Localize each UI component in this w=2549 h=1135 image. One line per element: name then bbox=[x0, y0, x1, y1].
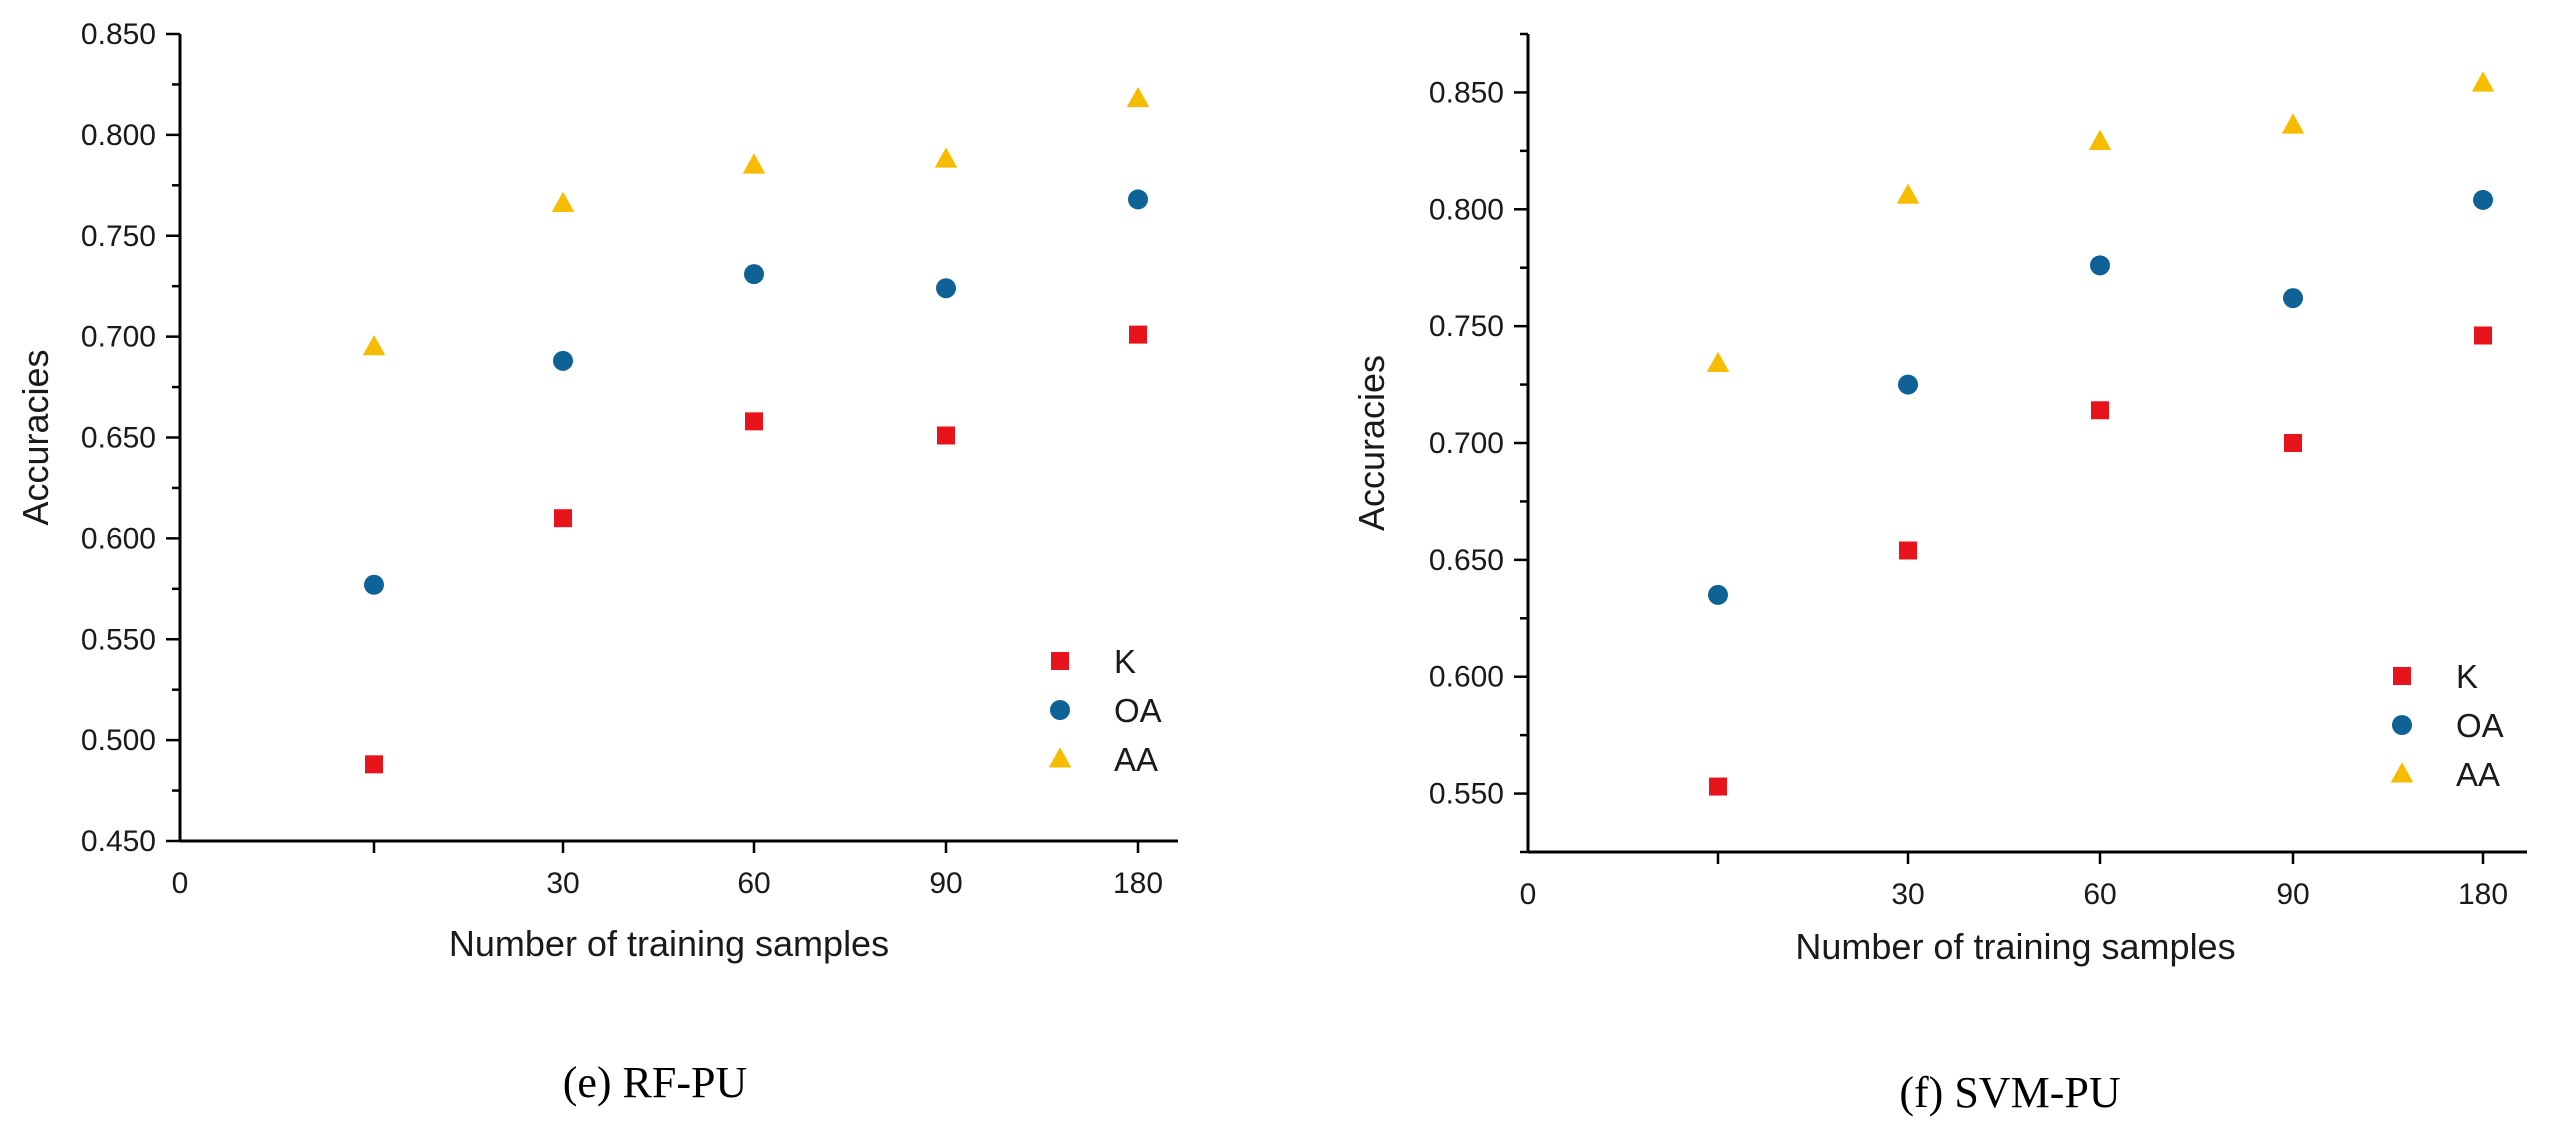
chart-rf-pu: 0.450 0.500 0.550 0.600 0.650 0.700 0.750 0.800… bbox=[15, 18, 1178, 1107]
y-tick-label: 0.800 bbox=[1429, 193, 1504, 226]
legend-marker-aa bbox=[2390, 762, 2414, 783]
legend-marker-oa bbox=[1050, 700, 1070, 720]
x-tick-label: 0 bbox=[1520, 878, 1537, 911]
x-axis-title: Number of training samples bbox=[449, 923, 889, 964]
x-tick-label: 90 bbox=[2276, 878, 2309, 911]
x-tick-label: 0 bbox=[172, 867, 189, 900]
y-tick-label: 0.550 bbox=[1429, 778, 1504, 811]
legend-marker-k bbox=[1051, 652, 1069, 670]
point-k bbox=[745, 412, 763, 431]
legend-label-oa: OA bbox=[2456, 707, 2504, 744]
point-k bbox=[1709, 777, 1727, 796]
x-tick-label: 180 bbox=[1113, 867, 1163, 900]
point-aa bbox=[1126, 86, 1150, 108]
point-oa bbox=[2283, 288, 2303, 309]
point-oa bbox=[1708, 584, 1728, 605]
point-aa bbox=[362, 334, 386, 356]
point-k bbox=[1899, 541, 1917, 560]
x-tick-label: 180 bbox=[2458, 878, 2508, 911]
legend-label-k: K bbox=[2456, 658, 2478, 695]
y-tick-label: 0.700 bbox=[1429, 427, 1504, 460]
y-tick-label: 0.700 bbox=[81, 321, 156, 354]
legend-label-oa: OA bbox=[1114, 692, 1162, 729]
point-oa bbox=[553, 350, 573, 371]
point-k bbox=[2474, 326, 2492, 345]
legend-label-aa: AA bbox=[1114, 741, 1158, 778]
y-tick-label: 0.800 bbox=[81, 119, 156, 152]
point-aa bbox=[1706, 351, 1730, 373]
y-tick-label: 0.750 bbox=[81, 220, 156, 253]
point-k bbox=[2284, 434, 2302, 452]
point-aa bbox=[2471, 71, 2495, 92]
y-tick-label: 0.750 bbox=[1429, 310, 1504, 343]
chart-svm-pu: 0.550 0.600 0.650 0.700 0.750 0.800 0.850 0 30 60… bbox=[1351, 32, 2527, 1117]
chart-caption: (e) RF-PU bbox=[563, 1058, 748, 1107]
point-aa bbox=[1896, 183, 1920, 204]
y-tick-label: 0.450 bbox=[81, 825, 156, 858]
point-k bbox=[554, 509, 572, 528]
point-oa bbox=[364, 574, 384, 595]
point-aa bbox=[551, 191, 575, 212]
y-tick-label: 0.500 bbox=[81, 724, 156, 757]
y-tick-label: 0.850 bbox=[1429, 76, 1504, 109]
point-k bbox=[365, 755, 383, 774]
x-tick-label: 30 bbox=[1891, 878, 1924, 911]
x-tick-label: 60 bbox=[2083, 878, 2116, 911]
x-tick-label: 60 bbox=[737, 867, 770, 900]
point-oa bbox=[936, 278, 956, 299]
y-tick-label: 0.600 bbox=[1429, 661, 1504, 694]
point-oa bbox=[1128, 189, 1148, 210]
y-tick-label: 0.650 bbox=[81, 422, 156, 455]
point-oa bbox=[1898, 374, 1918, 395]
legend-marker-k bbox=[2393, 667, 2411, 685]
point-oa bbox=[744, 264, 764, 285]
point-k bbox=[1129, 325, 1147, 344]
y-axis-title: Accuracies bbox=[15, 349, 56, 525]
point-aa bbox=[742, 153, 766, 174]
x-tick-label: 90 bbox=[929, 867, 962, 900]
legend-marker-aa bbox=[1048, 747, 1072, 768]
point-oa bbox=[2473, 189, 2493, 210]
point-oa bbox=[2090, 255, 2110, 276]
y-tick-label: 0.650 bbox=[1429, 544, 1504, 577]
y-tick-label: 0.600 bbox=[81, 522, 156, 555]
y-tick-label: 0.550 bbox=[81, 623, 156, 656]
point-aa bbox=[2281, 113, 2305, 134]
legend-label-k: K bbox=[1114, 643, 1136, 680]
y-axis-title: Accuracies bbox=[1351, 355, 1392, 531]
point-k bbox=[2091, 401, 2109, 420]
chart-caption: (f) SVM-PU bbox=[1899, 1068, 2120, 1117]
x-axis-title: Number of training samples bbox=[1795, 926, 2235, 967]
point-aa bbox=[2088, 129, 2112, 151]
legend-label-aa: AA bbox=[2456, 756, 2500, 793]
point-aa bbox=[934, 147, 958, 168]
x-tick-label: 30 bbox=[546, 867, 579, 900]
y-tick-label: 0.850 bbox=[81, 18, 156, 51]
point-k bbox=[937, 426, 955, 445]
legend-marker-oa bbox=[2392, 715, 2412, 735]
